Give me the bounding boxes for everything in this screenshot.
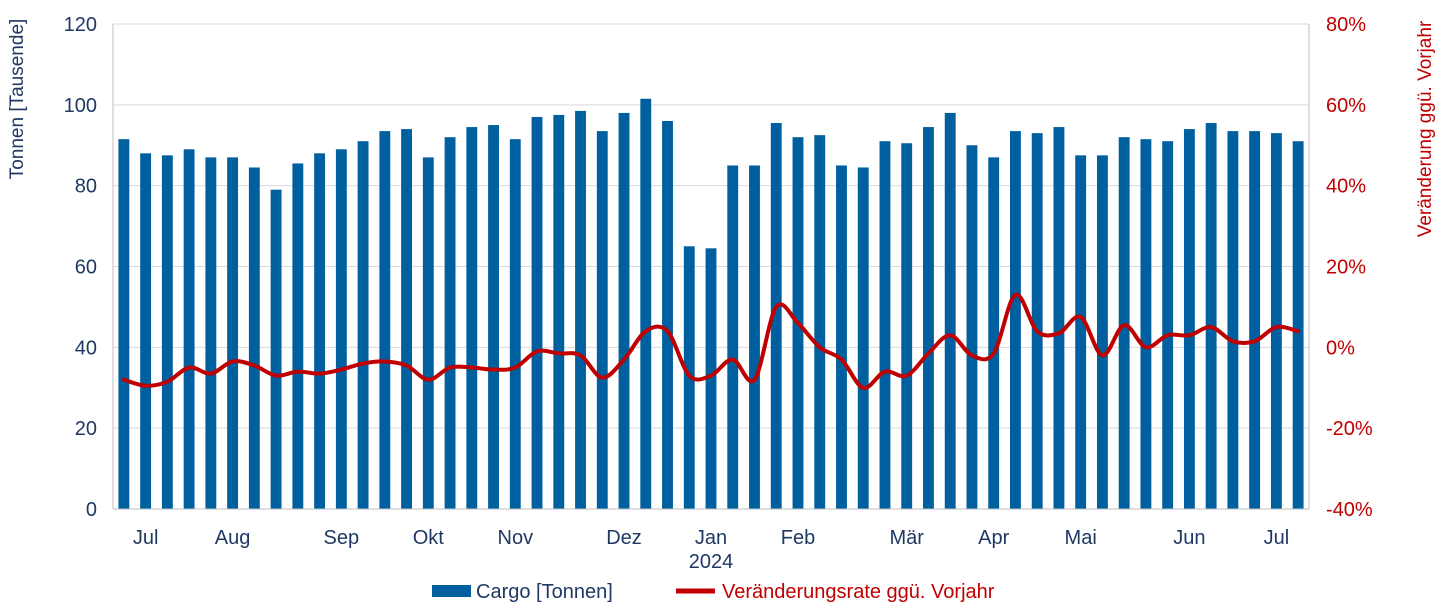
bar [1249,131,1261,509]
bar [1292,141,1304,510]
bar [770,123,782,509]
y-tick-label-left: 40 [75,337,97,359]
y-axis-title-left: Tonnen [Tausende] [7,19,28,180]
bar [205,157,217,509]
x-tick-label: Mai [1065,527,1097,549]
y-tick-label-right: -20% [1326,418,1373,440]
bar [509,139,521,509]
bar [335,149,347,509]
x-tick-label: Aug [215,527,251,549]
y-tick-label-left: 80 [75,176,97,198]
bar [1118,137,1130,509]
bar [227,157,239,509]
x-tick-label: Mär [889,527,924,549]
bar [357,141,369,510]
legend-label-cargo: Cargo [Tonnen] [476,581,613,603]
bar [270,189,282,510]
bar-series [118,98,1304,510]
y-tick-label-right: 20% [1326,257,1366,279]
y-tick-label-left: 100 [64,95,97,117]
bar [1031,133,1043,509]
bar [422,157,434,509]
y-tick-label-right: -40% [1326,499,1373,521]
bar [662,121,673,509]
legend-swatch-cargo [432,585,471,597]
bar [248,167,260,509]
bar [879,141,891,510]
bar [836,165,847,510]
bar [183,149,195,509]
bar [140,153,152,510]
bar [553,114,565,509]
bar [857,167,869,509]
bar [1270,133,1282,509]
bar [161,155,173,509]
x-tick-label: Jun [1173,527,1205,549]
bar [488,125,499,510]
bar [596,131,608,509]
y-axis-title-right: Veränderung ggü. Vorjahr [1415,20,1436,237]
x-tick-label: Feb [781,527,815,549]
bar [640,98,652,509]
y-tick-label-right: 60% [1326,95,1366,117]
bar [966,145,978,509]
bar [444,137,456,509]
x-tick-label: Sep [324,527,360,549]
bar [923,127,934,509]
bar [1053,127,1065,509]
y-tick-label-left: 20 [75,418,97,440]
x-tick-label: Nov [498,527,534,549]
legend-label-change-rate: Veränderungsrate ggü. Vorjahr [722,581,995,603]
bar [988,157,1000,509]
bar [705,248,717,509]
bar [531,116,543,509]
bar [118,139,130,509]
x-year-label: 2024 [689,551,734,573]
x-tick-label: Jan [695,527,727,549]
bar [401,129,412,510]
bar [1010,131,1021,509]
bar [466,127,478,509]
bar [727,165,739,510]
bar [1140,139,1152,509]
y-tick-label-right: 80% [1326,14,1366,36]
bar [292,163,304,509]
bar [1075,155,1087,509]
bar [1227,131,1239,509]
bar [901,143,913,509]
x-tick-label: Dez [606,527,642,549]
bar [749,165,760,510]
y-tick-label-left: 60 [75,257,97,279]
bar [618,112,630,510]
y-tick-label-right: 40% [1326,176,1366,198]
x-tick-label: Jul [133,527,159,549]
bar [314,153,326,510]
bar [1162,141,1174,510]
bar [575,110,586,509]
x-tick-label: Okt [413,527,445,549]
bar [1205,123,1217,509]
y-tick-label-left: 0 [86,499,97,521]
axis-labels: 0 20 40 60 80 100 120 -40% -20% 0% 20% 40% 60% 80% Jul… [64,14,1373,573]
line-series [121,292,1301,390]
bar [1096,155,1108,509]
change-rate-line [121,292,1301,390]
y-tick-label-left: 120 [64,14,97,36]
x-tick-label: Jul [1264,527,1290,549]
axes [112,24,1310,510]
x-tick-label: Apr [978,527,1009,549]
bar [1183,129,1195,510]
bar [944,112,956,510]
bar [379,131,391,509]
legend: Cargo [Tonnen] Veränderungsrate ggü. Vor… [432,581,995,603]
bar [814,135,826,510]
y-tick-label-right: 0% [1326,337,1355,359]
